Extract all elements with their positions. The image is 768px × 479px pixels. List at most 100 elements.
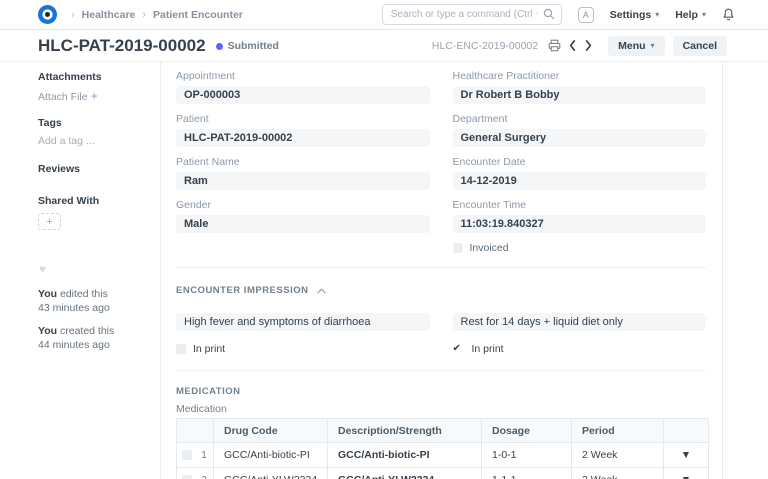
cell-description[interactable]: GCC/Anti-YLW2234 — [327, 467, 482, 479]
activity-who: You — [38, 325, 58, 337]
field-value-department[interactable]: General Surgery — [452, 129, 706, 147]
symptoms-field[interactable]: High fever and symptoms of diarrhoea — [176, 313, 430, 331]
field-label: Gender — [176, 199, 212, 211]
status-indicator-dot — [215, 43, 223, 50]
field-value-appointment[interactable]: OP-000003 — [176, 86, 430, 104]
attach-file-button[interactable]: Attach File + — [38, 89, 150, 103]
field-value-practitioner[interactable]: Dr Robert B Bobby — [452, 86, 706, 104]
activity-when: 44 minutes ago — [38, 339, 110, 351]
attach-file-label: Attach File — [38, 91, 88, 103]
diagnosis-field[interactable]: Rest for 14 days + liquid diet only — [452, 313, 706, 331]
table-row[interactable]: 1 GCC/Anti-biotic-PI GCC/Anti-biotic-PI … — [176, 442, 709, 468]
navbar: › Healthcare › Patient Encounter A Setti… — [0, 0, 768, 30]
section-divider — [176, 267, 706, 268]
cell-drug-code[interactable]: GCC/Anti-biotic-PI — [213, 442, 328, 468]
settings-menu[interactable]: Settings ▾ — [610, 9, 659, 21]
menu-button[interactable]: Menu ▾ — [608, 35, 665, 56]
row-index: 2 — [201, 474, 207, 479]
col-header-actions — [663, 418, 709, 443]
notifications-bell-icon[interactable] — [722, 8, 735, 21]
field-value-patient[interactable]: HLC-PAT-2019-00002 — [176, 129, 430, 147]
chevron-down-icon: ▾ — [701, 10, 706, 19]
section-divider — [176, 370, 706, 371]
search-input[interactable] — [381, 4, 562, 25]
next-record-icon[interactable] — [584, 40, 593, 51]
field-value-encounter-date[interactable]: 14-12-2019 — [452, 172, 706, 190]
chevron-up-icon — [317, 288, 327, 294]
tags-title: Tags — [38, 117, 62, 129]
avatar[interactable]: A — [577, 6, 594, 23]
cell-period[interactable]: 2 Week — [571, 442, 664, 468]
table-header-row: Drug Code Description/Strength Dosage Pe… — [176, 418, 709, 443]
help-menu[interactable]: Help ▾ — [675, 9, 706, 21]
row-checkbox[interactable] — [182, 450, 192, 460]
field-department: Department General Surgery — [452, 113, 706, 147]
breadcrumb-patient-encounter[interactable]: Patient Encounter — [153, 8, 243, 21]
field-appointment: Appointment OP-000003 — [176, 70, 430, 104]
field-label: Healthcare Practitioner — [452, 70, 560, 82]
chevron-down-icon: ▾ — [650, 41, 655, 50]
breadcrumb: › Healthcare › Patient Encounter — [64, 9, 243, 21]
shared-with-title: Shared With — [38, 195, 100, 207]
field-label: Department — [452, 113, 508, 125]
invoiced-checkbox[interactable] — [452, 243, 463, 253]
activity-who: You — [38, 288, 58, 300]
in-print-checkbox-checked[interactable]: ✔ — [452, 343, 461, 354]
cell-dosage[interactable]: 1-0-1 — [481, 442, 572, 468]
add-tag-input[interactable]: Add a tag ... — [38, 135, 95, 147]
field-value-gender[interactable]: Male — [176, 215, 430, 233]
search-icon — [543, 8, 555, 20]
cancel-button[interactable]: Cancel — [672, 35, 727, 56]
plus-icon: + — [46, 215, 53, 228]
form-body: Appointment OP-000003 Patient HLC-PAT-20… — [160, 62, 723, 479]
field-gender: Gender Male — [176, 199, 430, 233]
help-label: Help — [675, 8, 698, 21]
medication-table: Drug Code Description/Strength Dosage Pe… — [176, 418, 709, 479]
col-header-description: Description/Strength — [327, 418, 482, 443]
cell-dosage[interactable]: 1-1-1 — [481, 467, 572, 479]
medication-section-head: MEDICATION — [176, 386, 706, 397]
field-label: Patient Name — [176, 156, 240, 168]
avatar-letter: A — [582, 9, 589, 20]
breadcrumb-healthcare[interactable]: Healthcare — [81, 8, 136, 21]
share-add-button[interactable]: + — [38, 213, 61, 230]
in-print-row-left: In print — [176, 343, 430, 355]
in-print-label: In print — [471, 343, 504, 355]
field-value-patient-name[interactable]: Ram — [176, 172, 430, 190]
activity-action: edited this — [57, 288, 108, 300]
field-healthcare-practitioner: Healthcare Practitioner Dr Robert B Bobb… — [452, 70, 706, 104]
cell-drug-code[interactable]: GCC/Anti-YLW2234 — [213, 467, 328, 479]
in-print-checkbox[interactable] — [176, 344, 186, 354]
page-title: HLC-PAT-2019-00002 — [38, 35, 206, 55]
in-print-row-right: ✔ In print — [453, 343, 707, 355]
field-patient-name: Patient Name Ram — [176, 156, 430, 190]
field-label: Appointment — [176, 70, 235, 82]
menu-button-label: Menu — [618, 39, 646, 52]
activity-created: You created this 44 minutes ago — [38, 324, 150, 352]
form-sidebar: Attachments Attach File + Tags Add a tag … — [0, 62, 160, 479]
main-area: Attachments Attach File + Tags Add a tag … — [0, 62, 768, 479]
right-gutter — [723, 62, 768, 479]
table-row[interactable]: 2 GCC/Anti-YLW2234 GCC/Anti-YLW2234 1-1-… — [176, 467, 709, 479]
row-expand-chevron-icon[interactable]: ▼ — [663, 442, 709, 468]
print-icon[interactable] — [548, 39, 561, 52]
plus-icon: + — [90, 89, 98, 103]
chevron-right-icon: › — [71, 8, 75, 21]
invoiced-checkbox-row: Invoiced — [452, 242, 707, 254]
field-value-encounter-time[interactable]: 11:03:19.840327 — [452, 215, 706, 233]
cell-description[interactable]: GCC/Anti-biotic-PI — [327, 442, 482, 468]
details-section: Appointment OP-000003 Patient HLC-PAT-20… — [176, 70, 706, 254]
cell-period[interactable]: 2 Week — [571, 467, 664, 479]
app-logo-icon[interactable] — [38, 5, 57, 24]
previous-record-icon[interactable] — [568, 40, 577, 51]
linked-doc-id: HLC-ENC-2019-00002 — [431, 39, 539, 52]
row-expand-chevron-icon[interactable]: ▼ — [663, 467, 709, 479]
row-checkbox[interactable] — [182, 475, 192, 479]
encounter-impression-section-head[interactable]: ENCOUNTER IMPRESSION — [176, 285, 706, 296]
section-title: ENCOUNTER IMPRESSION — [176, 285, 309, 296]
field-label: Encounter Time — [452, 199, 527, 211]
in-print-label: In print — [193, 343, 226, 355]
like-heart-icon[interactable]: ♥ — [39, 262, 47, 276]
activity-edited: You edited this 43 minutes ago — [38, 287, 150, 315]
field-patient: Patient HLC-PAT-2019-00002 — [176, 113, 430, 147]
